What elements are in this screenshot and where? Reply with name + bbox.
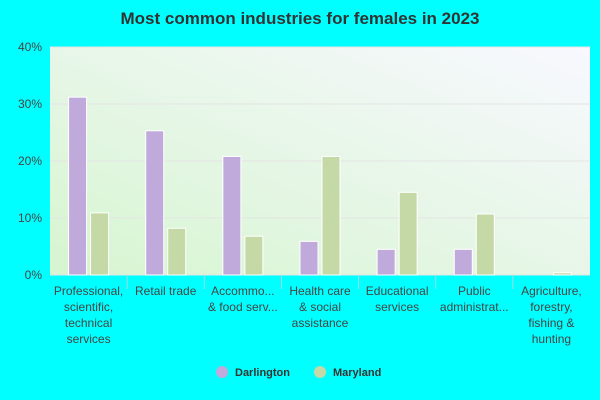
- bar: [244, 235, 264, 276]
- bar: [453, 248, 473, 276]
- x-tick-label: Accommo... & food serv...: [208, 284, 278, 314]
- y-tick-label: 10%: [18, 211, 42, 225]
- bar: [68, 96, 88, 276]
- legend-label: Darlington: [235, 367, 290, 379]
- legend-marker: [216, 366, 228, 378]
- y-tick-label: 30%: [18, 97, 42, 111]
- bar: [167, 227, 187, 276]
- legend-marker: [314, 366, 326, 378]
- bar: [475, 213, 495, 276]
- bar: [376, 248, 396, 276]
- x-tick-label: Educational services: [366, 284, 429, 314]
- bar: [299, 240, 319, 276]
- x-tick-label: Health care & social assistance: [289, 284, 351, 330]
- y-tick-label: 20%: [18, 154, 42, 168]
- bar: [90, 212, 110, 276]
- bar: [321, 155, 341, 276]
- y-tick-label: 40%: [18, 40, 42, 54]
- legend-label: Maryland: [333, 367, 381, 379]
- chart-title: Most common industries for females in 20…: [121, 9, 480, 28]
- bar: [145, 130, 165, 276]
- x-tick-label: Professional, scientific, technical service…: [54, 284, 123, 346]
- bar: [222, 155, 242, 276]
- bar: [398, 191, 418, 276]
- x-tick-label: Public administrat...: [440, 284, 509, 314]
- bar: [552, 272, 572, 276]
- x-tick-label: Agriculture, forestry, fishing & hunting: [521, 284, 582, 346]
- x-tick-label: Retail trade: [135, 284, 197, 298]
- y-tick-label: 0%: [25, 268, 43, 282]
